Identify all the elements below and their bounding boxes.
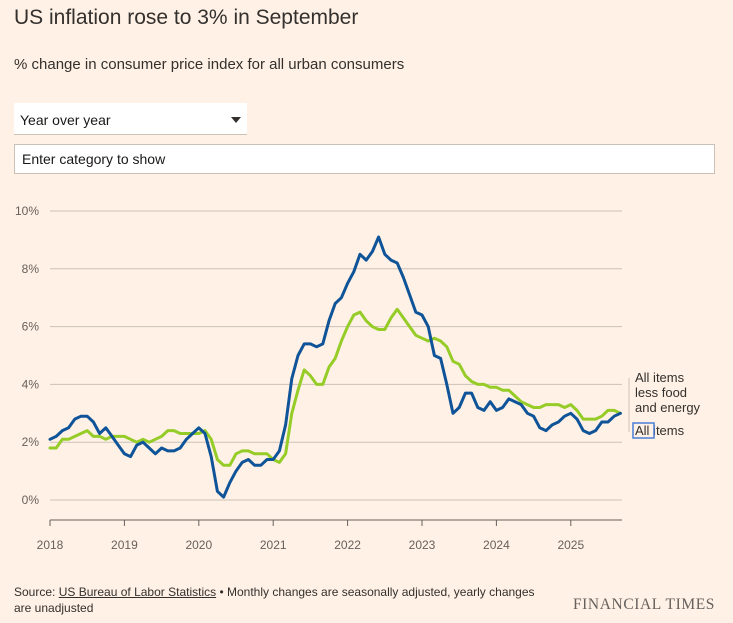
x-tick-label: 2020 — [185, 538, 212, 552]
measure-dropdown[interactable]: Year over year — [14, 103, 247, 135]
source-prefix: Source: — [14, 585, 59, 599]
series-label-highlight — [632, 422, 655, 439]
y-tick-label: 4% — [22, 377, 40, 391]
series-label-core-line: less food — [635, 385, 687, 400]
source-description: • Monthly changes are seasonally adjuste… — [14, 585, 535, 615]
source-link[interactable]: US Bureau of Labor Statistics — [58, 585, 217, 599]
category-search-input[interactable] — [14, 144, 715, 174]
x-tick-label: 2019 — [111, 538, 138, 552]
x-tick-label: 2021 — [260, 538, 287, 552]
y-tick-label: 10% — [15, 204, 39, 218]
chart-title: US inflation rose to 3% in September — [14, 6, 359, 29]
y-tick-label: 2% — [22, 435, 40, 449]
x-tick-label: 2018 — [37, 538, 64, 552]
series-line-all-items — [48, 235, 622, 499]
x-tick-label: 2025 — [557, 538, 584, 552]
caret-down-icon — [231, 117, 241, 123]
ft-brand-logo: FINANCIAL TIMES — [572, 596, 715, 613]
y-tick-label: 0% — [22, 493, 40, 507]
inflation-line-chart: 0% 2% 4% 6% 8% 10% 2018 2019 2020 2021 2022 2023 202… — [15, 204, 701, 552]
x-tick-label: 2023 — [409, 538, 436, 552]
series-label-all-items: All items — [635, 423, 685, 438]
y-tick-label: 6% — [22, 320, 40, 334]
chart-subtitle: % change in consumer price index for all… — [14, 56, 405, 73]
series-label-core-line: and energy — [635, 400, 701, 415]
series-label-core-line: All items — [635, 370, 685, 385]
series-line-core — [48, 307, 622, 467]
x-tick-label: 2022 — [334, 538, 361, 552]
measure-dropdown-value: Year over year — [20, 112, 111, 128]
source-note: Source: US Bureau of Labor Statistics • … — [14, 584, 554, 616]
x-tick-label: 2024 — [483, 538, 510, 552]
y-tick-label: 8% — [22, 262, 40, 276]
